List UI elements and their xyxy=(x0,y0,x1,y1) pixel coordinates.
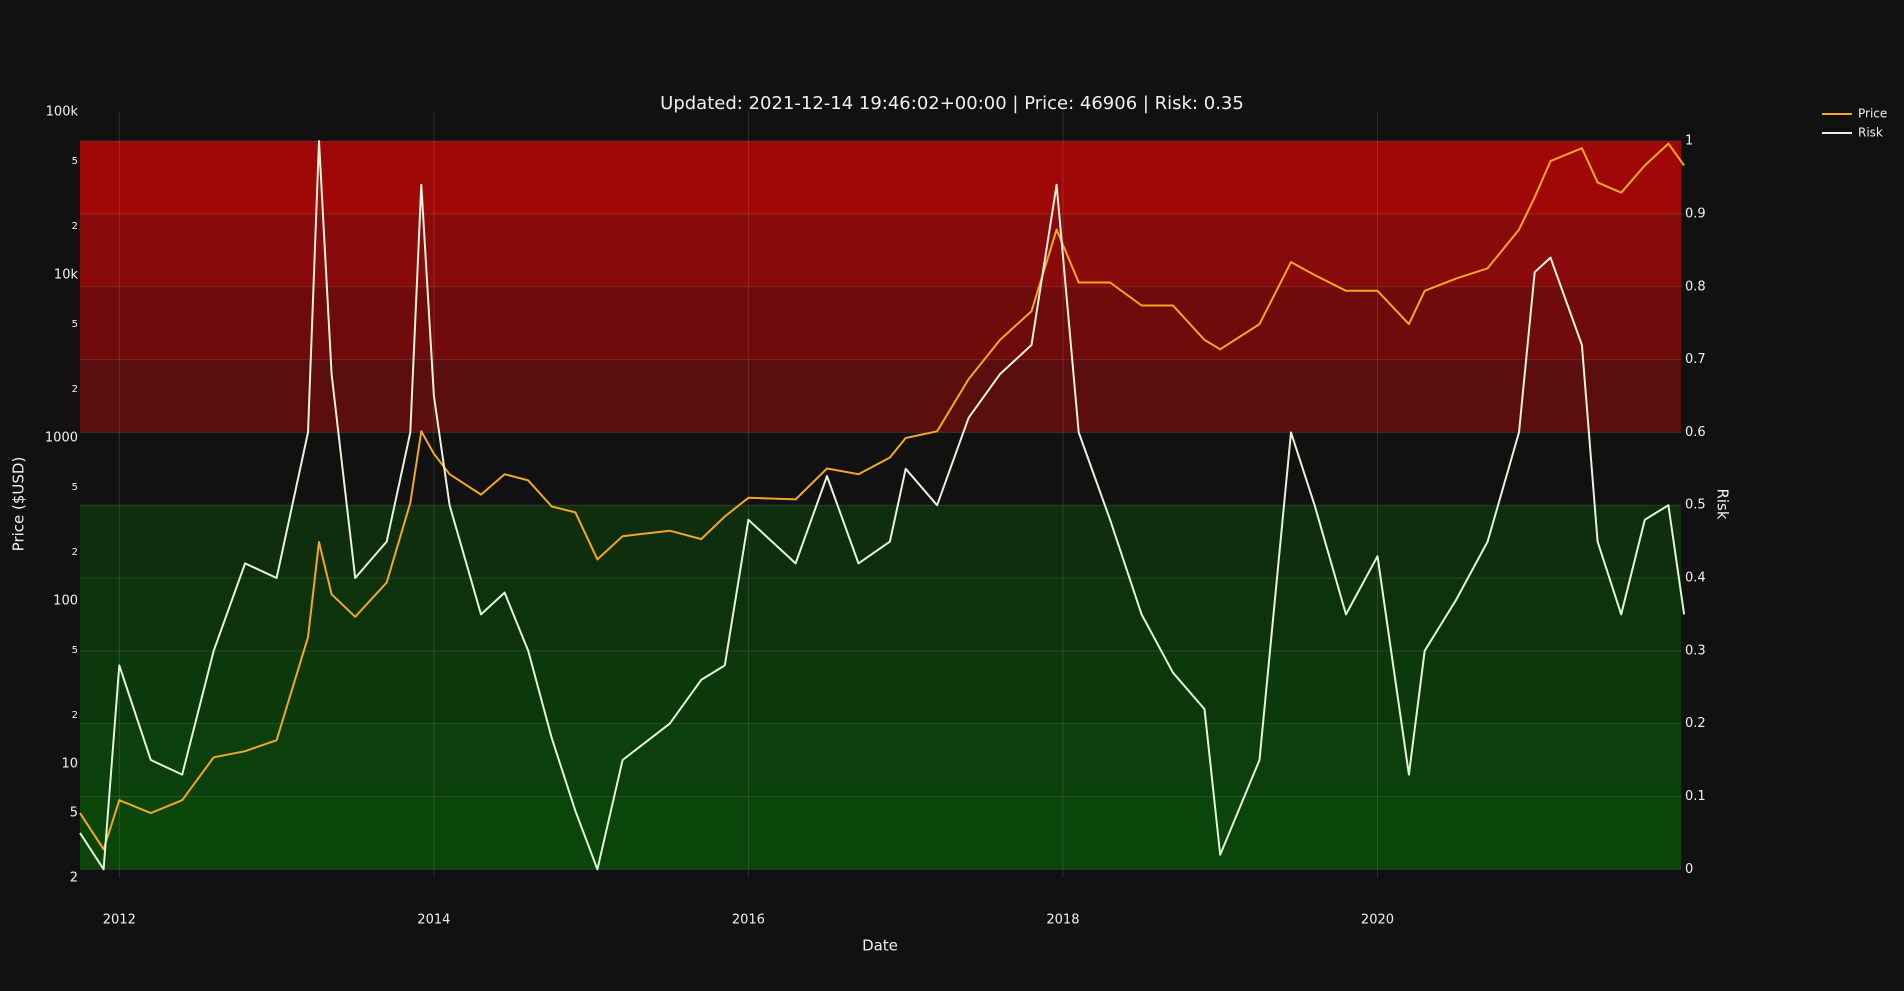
y2-axis-title: Risk xyxy=(1714,488,1732,519)
y2-tick-label: 0.7 xyxy=(1685,352,1706,367)
risk-band xyxy=(80,578,1681,651)
y2-tick-label: 0.6 xyxy=(1685,425,1706,440)
risk-band xyxy=(80,213,1681,287)
y2-tick-label: 0 xyxy=(1685,862,1693,877)
y2-tick-label: 0.3 xyxy=(1685,643,1706,658)
plot-area xyxy=(79,112,1686,878)
y-tick-label: 10 xyxy=(61,757,78,772)
x-axis-title: Date xyxy=(862,937,898,955)
chart-title: Updated: 2021-12-14 19:46:02+00:00 | Pri… xyxy=(660,93,1244,114)
y-tick-label: 5 xyxy=(70,806,78,821)
y2-tick-label: 0.1 xyxy=(1685,789,1706,804)
x-tick-label: 2018 xyxy=(1046,913,1079,928)
risk-band xyxy=(80,723,1681,797)
y-tick-label: 2 xyxy=(72,710,78,721)
y-tick-label: 10k xyxy=(54,268,79,283)
risk-band xyxy=(80,286,1681,360)
y2-tick-label: 0.2 xyxy=(1685,716,1706,731)
risk-band xyxy=(80,505,1681,579)
y-tick-label: 100k xyxy=(46,105,79,120)
series-line xyxy=(79,140,1686,871)
y2-tick-label: 0.8 xyxy=(1685,279,1706,294)
y-tick-label: 100 xyxy=(53,594,78,609)
y-tick-label: 5 xyxy=(72,645,78,656)
risk-band xyxy=(80,359,1681,433)
y-tick-label: 1000 xyxy=(45,431,78,446)
y-tick-label: 5 xyxy=(72,156,78,167)
y-tick-label: 2 xyxy=(70,871,78,886)
x-tick-label: 2014 xyxy=(417,913,450,928)
y2-tick-label: 1 xyxy=(1685,134,1693,149)
y2-tick-label: 0.4 xyxy=(1685,571,1706,586)
risk-band xyxy=(80,141,1681,214)
y-tick-label: 2 xyxy=(72,547,78,558)
series-line xyxy=(79,142,1685,851)
y-axis-title: Price ($USD) xyxy=(10,457,28,552)
y-tick-label: 5 xyxy=(72,319,78,330)
risk-band xyxy=(80,796,1681,870)
x-tick-label: 2016 xyxy=(732,913,765,928)
y2-tick-label: 0.9 xyxy=(1685,206,1706,221)
y-tick-label: 2 xyxy=(72,384,78,395)
legend-label: Price xyxy=(1858,107,1887,121)
y2-tick-label: 0.5 xyxy=(1685,498,1706,513)
x-tick-label: 2012 xyxy=(103,913,136,928)
x-tick-label: 2020 xyxy=(1361,913,1394,928)
y-tick-label: 5 xyxy=(72,482,78,493)
risk-band xyxy=(80,650,1681,724)
legend-label: Risk xyxy=(1858,126,1883,140)
y-tick-label: 2 xyxy=(72,221,78,232)
